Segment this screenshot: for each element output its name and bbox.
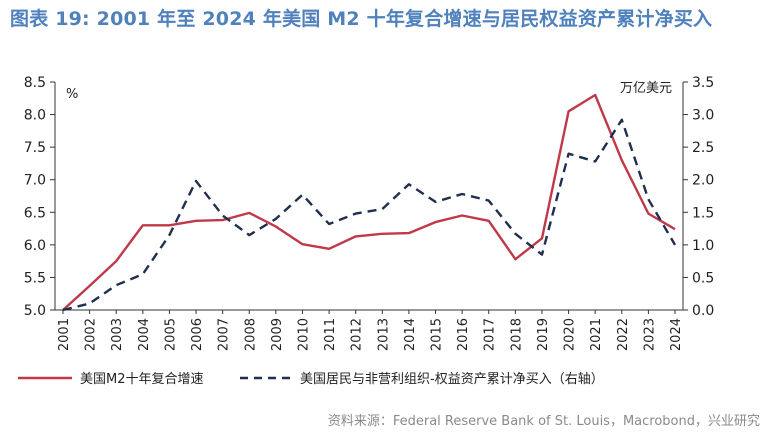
right-tick-label: 3.0 <box>692 108 714 124</box>
x-tick-label: 2003 <box>110 318 125 351</box>
series-m2-growth <box>62 93 676 311</box>
series-equity-net-purchases <box>62 118 677 312</box>
x-tick-label: 2001 <box>57 318 72 351</box>
x-tick-label: 2008 <box>243 318 258 351</box>
legend: 美国M2十年复合增速 美国居民与非营利组织-权益资产累计净买入（右轴） <box>18 371 604 387</box>
left-tick-label: 5.0 <box>24 303 46 319</box>
left-axis-unit: % <box>66 87 78 102</box>
x-tick-label: 2018 <box>509 318 524 351</box>
x-tick-label: 2009 <box>270 318 285 351</box>
x-tick-label: 2006 <box>190 318 205 351</box>
x-tick-label: 2021 <box>589 318 604 351</box>
legend-m2-label: 美国M2十年复合增速 <box>80 372 204 387</box>
x-tick-label: 2005 <box>163 318 178 351</box>
right-tick-label: 2.5 <box>692 140 714 156</box>
chart-title: 图表 19: 2001 年至 2024 年美国 M2 十年复合增速与居民权益资产… <box>10 8 713 30</box>
right-axis: 万亿美元 0.0 0.5 1.0 1.5 2.0 2.5 3.0 3.5 <box>620 75 714 319</box>
left-tick-label: 6.5 <box>24 205 46 221</box>
left-tick-label: 7.5 <box>24 140 46 156</box>
x-tick-label: 2013 <box>376 318 391 351</box>
x-tick-label: 2017 <box>483 318 498 351</box>
x-tick-label: 2007 <box>217 318 232 351</box>
x-tick-label: 2010 <box>296 318 311 351</box>
x-tick-label: 2015 <box>430 318 445 351</box>
x-tick-label: 2002 <box>84 318 99 351</box>
right-tick-label: 1.5 <box>692 205 714 221</box>
source-note: 资料来源：Federal Reserve Bank of St. Louis，M… <box>327 414 760 429</box>
x-tick-label: 2004 <box>137 318 152 351</box>
legend-equity-label: 美国居民与非营利组织-权益资产累计净买入（右轴） <box>300 371 604 387</box>
x-tick-label: 2024 <box>669 318 684 351</box>
right-axis-unit: 万亿美元 <box>620 81 672 96</box>
x-tick-label: 2014 <box>403 318 418 351</box>
x-axis: 2001 2002 2003 2004 2005 2006 2007 2008 2009 2010… <box>55 309 684 351</box>
left-tick-label: 5.5 <box>24 270 46 286</box>
x-tick-label: 2016 <box>456 318 471 351</box>
x-tick-label: 2011 <box>323 318 338 351</box>
left-tick-label: 8.0 <box>24 108 46 124</box>
x-tick-label: 2023 <box>642 318 657 351</box>
right-tick-label: 0.0 <box>692 303 714 319</box>
x-tick-label: 2020 <box>563 318 578 351</box>
right-tick-label: 1.0 <box>692 238 714 254</box>
left-tick-label: 6.0 <box>24 238 46 254</box>
chart: % 5.0 5.5 6.0 6.5 7.0 7.5 8.0 8.5 万亿美元 0.0 0.5 1.… <box>18 75 714 387</box>
left-axis: % 5.0 5.5 6.0 6.5 7.0 7.5 8.0 8.5 <box>24 75 79 319</box>
right-tick-label: 0.5 <box>692 270 714 286</box>
right-tick-label: 2.0 <box>692 173 714 189</box>
series-layer <box>62 93 677 312</box>
x-tick-label: 2022 <box>616 318 631 351</box>
x-tick-label: 2012 <box>350 318 365 351</box>
x-tick-label: 2019 <box>536 318 551 351</box>
left-tick-label: 8.5 <box>24 75 46 91</box>
left-tick-label: 7.0 <box>24 173 46 189</box>
right-tick-label: 3.5 <box>692 75 714 91</box>
